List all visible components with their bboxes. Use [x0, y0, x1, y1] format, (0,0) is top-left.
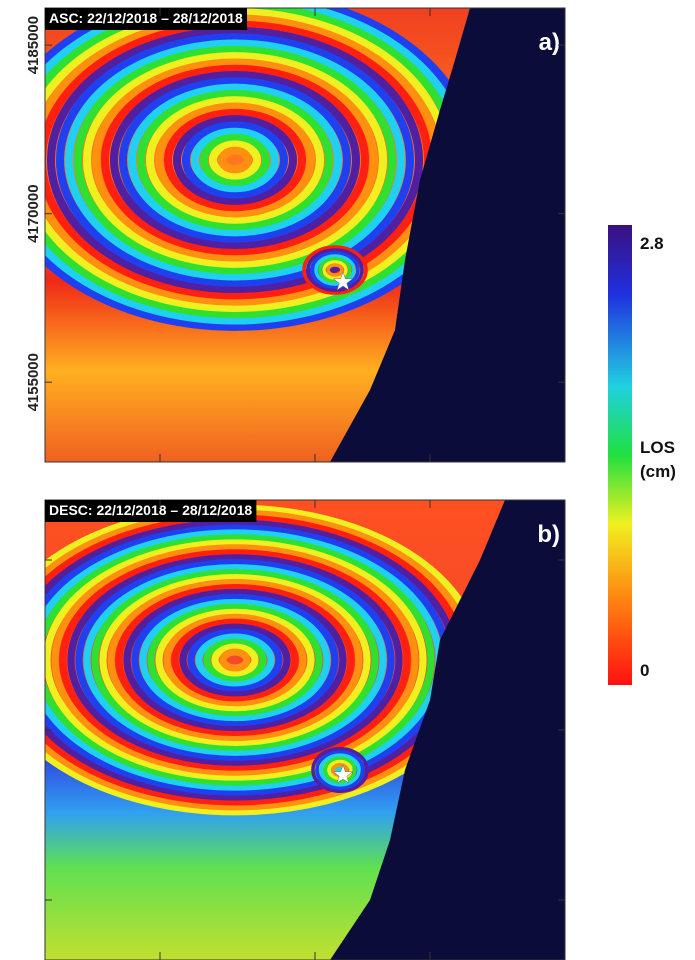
fringe: [311, 746, 369, 793]
fringe: [187, 628, 283, 692]
y-tick-label: 4185000: [25, 16, 42, 74]
fringe: [51, 544, 419, 776]
fringe: [219, 648, 251, 672]
fringe: [314, 254, 356, 286]
fringe: [123, 588, 347, 732]
fringe: [323, 756, 357, 784]
fringe: [115, 583, 355, 737]
fringe: [127, 83, 343, 237]
colorbar: [608, 225, 632, 685]
colorbar-tick-label: 0: [640, 661, 649, 680]
fringe: [91, 569, 379, 751]
fringe: [118, 77, 352, 243]
fringe: [154, 102, 316, 218]
fringe: [91, 58, 379, 262]
fringe: [147, 603, 323, 717]
fringe: [326, 263, 344, 277]
fringe: [64, 39, 406, 281]
fringe: [46, 26, 424, 294]
colorbar-tick-label: 2.8: [640, 234, 664, 253]
panel-label: a): [539, 29, 560, 56]
fringe: [67, 554, 403, 766]
panel-title: DESC: 22/12/2018 – 28/12/2018: [49, 502, 252, 518]
fringe: [55, 33, 415, 287]
fringe: [109, 71, 361, 249]
colorbar-label: LOS: [640, 438, 675, 457]
colorbar-label: (cm): [640, 462, 676, 481]
fringe: [195, 633, 275, 687]
fringe: [211, 643, 259, 677]
fringe: [203, 638, 267, 682]
fringe: [217, 146, 253, 174]
fringe: [59, 549, 411, 771]
fringe: [199, 134, 271, 186]
fringe: [83, 564, 387, 756]
interferogram-a: [45, 8, 565, 462]
fringe: [73, 45, 397, 275]
fringe: [45, 539, 427, 781]
fringe: [208, 140, 262, 180]
panel-title-bg: [45, 8, 248, 30]
panel-title: ASC: 22/12/2018 – 28/12/2018: [49, 10, 243, 26]
fringe: [163, 108, 307, 212]
fringe: [99, 574, 371, 746]
vent-star: [332, 271, 354, 291]
fringe: [131, 593, 339, 727]
y-tick-label: 4170000: [25, 184, 42, 242]
fringe: [190, 127, 280, 193]
y-tick-label: 4155000: [25, 353, 42, 411]
fringe: [310, 251, 360, 289]
fringe: [45, 534, 435, 786]
fringe: [322, 260, 348, 280]
fringe: [181, 121, 289, 199]
frame: [44, 7, 566, 463]
fringe: [306, 248, 364, 292]
fringe: [107, 578, 363, 741]
fringe: [82, 52, 388, 268]
fringe: [139, 598, 331, 722]
fringe: [302, 245, 368, 295]
fringe: [172, 115, 298, 205]
panel-label: b): [537, 521, 560, 548]
fringe: [145, 96, 325, 224]
fringe: [318, 257, 352, 283]
fringe: [136, 89, 334, 231]
fringe: [100, 64, 370, 256]
fringe: [75, 559, 395, 761]
fringe: [319, 753, 361, 787]
interferogram-b: [45, 500, 565, 960]
vent-star: [332, 764, 354, 784]
fringe: [163, 613, 307, 707]
fringe: [179, 623, 291, 697]
fringe: [171, 618, 299, 702]
panel-title-bg: [45, 500, 257, 522]
fringe: [155, 608, 315, 712]
fringe: [315, 750, 365, 790]
